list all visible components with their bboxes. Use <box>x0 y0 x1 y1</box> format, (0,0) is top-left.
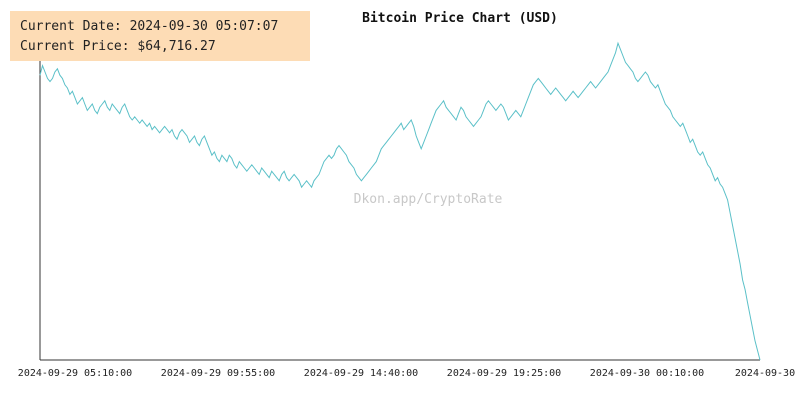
current-date-label: Current Date: <box>20 19 122 34</box>
current-info-box: Current Date: 2024-09-30 05:07:07 Curren… <box>10 11 310 61</box>
watermark: Dkon.app/CryptoRate <box>354 192 503 207</box>
x-tick-labels: 2024-09-29 05:10:00 2024-09-29 09:55:00 … <box>18 368 795 379</box>
current-date-value: 2024-09-30 05:07:07 <box>129 19 279 34</box>
x-tick-label: 2024-09-29 19:25:00 <box>447 368 561 379</box>
current-price-value: $64,716.27 <box>137 39 216 54</box>
x-tick-label: 2024-09-30 00:10:00 <box>590 368 704 379</box>
x-tick-label: 2024-09-29 14:40:00 <box>304 368 418 379</box>
x-tick-label: 2024-09-30 <box>735 368 795 379</box>
current-price-label: Current Price: <box>20 39 130 54</box>
price-series-line <box>39 41 761 361</box>
current-date-row: Current Date: 2024-09-30 05:07:07 <box>20 17 310 37</box>
current-price-row: Current Price: $64,716.27 <box>20 37 310 57</box>
x-tick-label: 2024-09-29 05:10:00 <box>18 368 132 379</box>
x-tick-label: 2024-09-29 09:55:00 <box>161 368 275 379</box>
chart-title: Bitcoin Price Chart (USD) <box>362 11 558 26</box>
